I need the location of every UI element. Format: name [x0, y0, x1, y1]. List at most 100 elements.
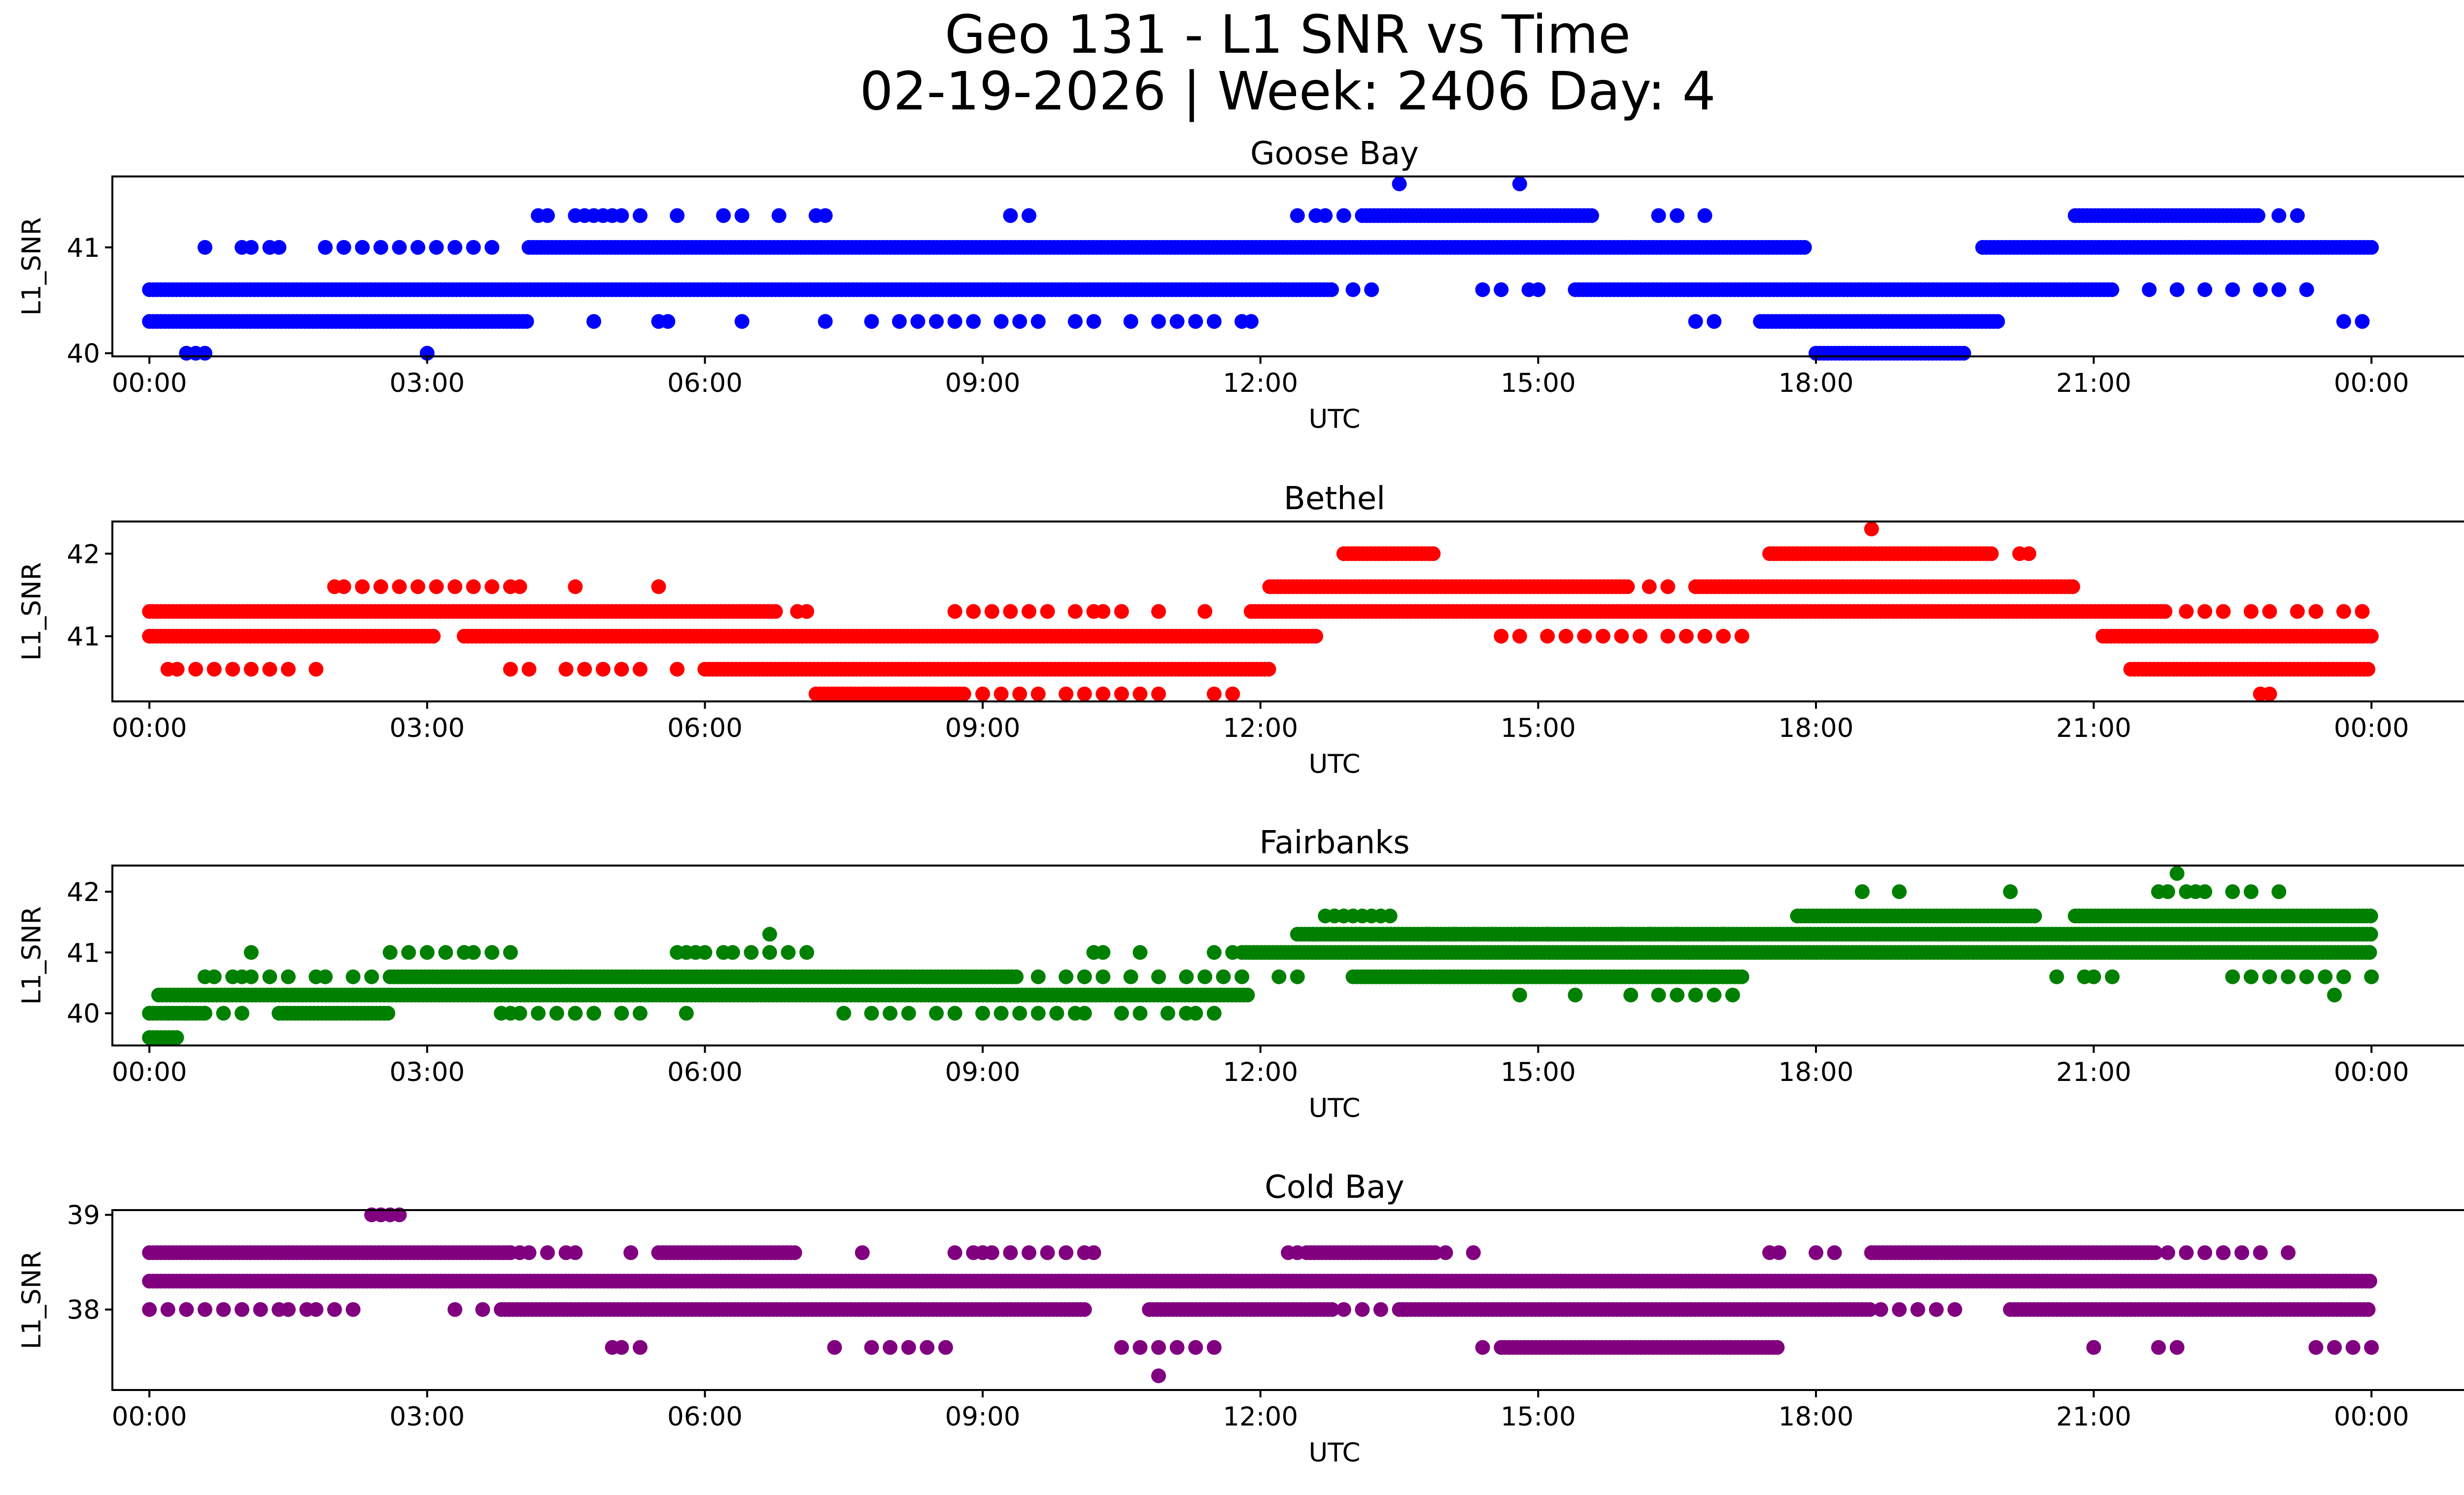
data-point	[836, 1006, 852, 1021]
data-point	[568, 1006, 583, 1021]
data-point	[262, 969, 277, 984]
data-point	[2197, 282, 2213, 297]
data-point	[1447, 927, 1463, 942]
data-point	[614, 1006, 629, 1021]
data-point	[1577, 628, 1592, 644]
data-point	[2049, 969, 2064, 984]
data-point	[1077, 969, 1092, 984]
data-point	[1697, 628, 1712, 644]
data-point	[1716, 628, 1731, 644]
data-point	[355, 240, 370, 255]
data-point	[1095, 604, 1111, 619]
data-point	[1169, 314, 1185, 329]
y-tick-label: 40	[67, 999, 100, 1029]
data-point	[1797, 240, 1812, 255]
data-point	[679, 1006, 694, 1021]
data-point	[734, 208, 750, 223]
data-point	[345, 969, 361, 984]
data-point	[818, 314, 833, 329]
data-point	[1151, 969, 1166, 984]
data-point	[2027, 908, 2042, 924]
data-point	[1558, 628, 1574, 644]
data-point	[2148, 1245, 2163, 1260]
data-point	[716, 208, 731, 223]
data-point	[1243, 314, 1259, 329]
data-point	[1707, 314, 1722, 329]
x-tick-label: 21:00	[2056, 1057, 2131, 1087]
data-point	[2253, 282, 2268, 297]
data-point	[1030, 1006, 1046, 1021]
x-tick-label: 00:00	[2334, 1057, 2409, 1087]
data-point	[1336, 208, 1351, 223]
data-point	[1206, 686, 1222, 701]
data-point	[2271, 282, 2287, 297]
data-point	[1030, 969, 1046, 984]
data-point	[1670, 927, 1685, 942]
data-point	[1512, 927, 1527, 942]
data-point	[975, 686, 991, 701]
data-point	[2262, 686, 2277, 701]
data-point	[670, 208, 685, 223]
data-point	[787, 1245, 802, 1260]
data-point	[1234, 969, 1250, 984]
data-points	[142, 522, 2379, 701]
data-point	[2197, 884, 2213, 899]
x-tick-label: 00:00	[112, 1057, 187, 1087]
data-point	[1179, 969, 1194, 984]
data-point	[2290, 208, 2305, 223]
data-point	[206, 969, 222, 984]
data-point	[1475, 282, 1490, 297]
data-point	[2364, 240, 2379, 255]
data-point	[956, 686, 971, 701]
data-point	[2271, 208, 2287, 223]
data-point	[984, 604, 999, 619]
data-point	[1324, 282, 1339, 297]
data-point	[380, 1006, 396, 1021]
data-point	[1318, 208, 1333, 223]
data-point	[966, 314, 981, 329]
data-point	[2086, 969, 2101, 984]
data-point	[670, 661, 685, 677]
y-axis-label: L1_SNR	[17, 217, 47, 316]
data-point	[1670, 208, 1685, 223]
x-tick-label: 15:00	[1501, 368, 1576, 398]
data-point	[281, 661, 296, 677]
data-point	[1531, 282, 1546, 297]
data-point	[2244, 969, 2259, 984]
data-point	[1206, 945, 1222, 960]
data-point	[2363, 628, 2379, 644]
data-point	[281, 969, 296, 984]
data-point	[1864, 522, 1879, 537]
x-tick-label: 18:00	[1779, 368, 1854, 398]
data-point	[318, 240, 333, 255]
data-point	[1512, 987, 1527, 1003]
x-tick-label: 21:00	[2056, 713, 2131, 743]
data-point	[975, 1006, 991, 1021]
data-point	[2262, 604, 2277, 619]
data-points	[142, 176, 2379, 361]
data-point	[1114, 604, 1129, 619]
x-axis-label: UTC	[1308, 749, 1360, 779]
x-tick-label: 00:00	[112, 368, 187, 398]
data-point	[2364, 969, 2379, 984]
data-point	[1426, 546, 1441, 561]
data-point	[929, 1006, 944, 1021]
x-tick-label: 09:00	[945, 368, 1021, 398]
data-point	[1577, 927, 1592, 942]
data-point	[1651, 987, 1666, 1003]
data-point	[2003, 884, 2018, 899]
data-point	[595, 661, 611, 677]
data-point	[1494, 628, 1509, 644]
data-point	[2327, 987, 2342, 1003]
data-point	[1225, 945, 1240, 960]
data-point	[762, 945, 777, 960]
data-point	[1854, 884, 1870, 899]
x-tick-label: 12:00	[1223, 1057, 1298, 1087]
data-point	[1660, 579, 1676, 594]
x-tick-label: 06:00	[667, 368, 743, 398]
x-tick-label: 18:00	[1779, 1057, 1854, 1087]
